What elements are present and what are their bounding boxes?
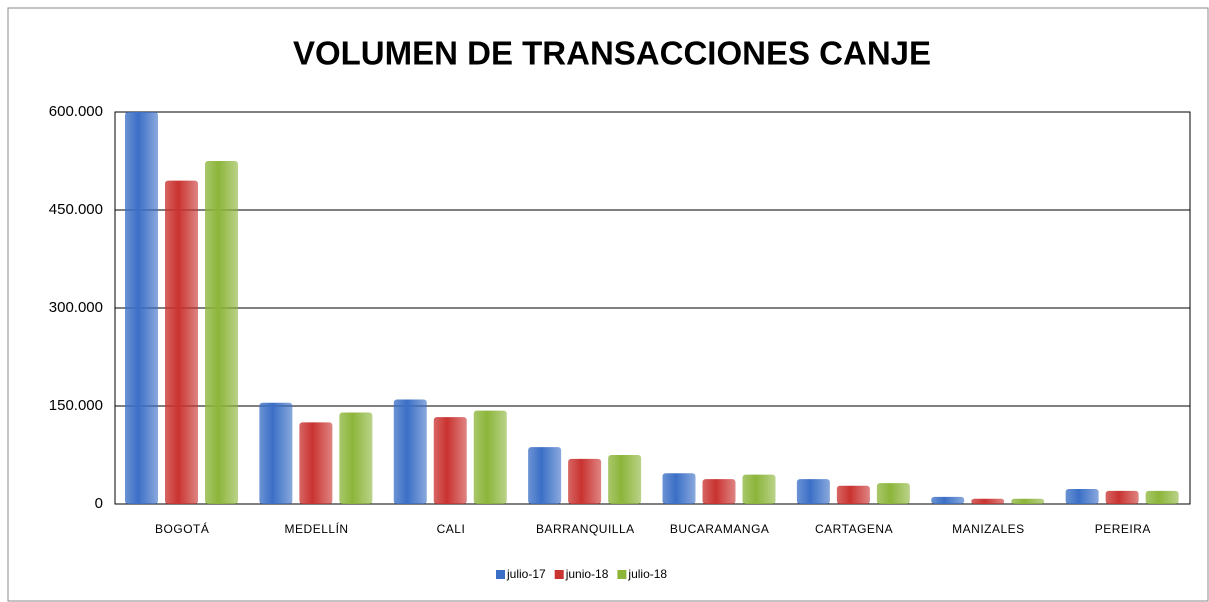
- x-tick-label: PEREIRA: [1095, 522, 1151, 536]
- x-tick-label: MANIZALES: [952, 522, 1025, 536]
- bar: [742, 474, 776, 504]
- y-tick-label: 600.000: [49, 103, 103, 120]
- x-tick-label: MEDELLÍN: [285, 521, 349, 536]
- legend-label: julio-18: [627, 567, 667, 581]
- bar: [259, 402, 293, 504]
- bar: [876, 483, 910, 504]
- x-tick-label: CARTAGENA: [815, 522, 893, 536]
- legend-swatch: [554, 570, 564, 579]
- bar: [1011, 498, 1045, 504]
- bar: [125, 112, 158, 504]
- x-tick-label: BARRANQUILLA: [536, 522, 635, 536]
- bar: [433, 417, 467, 504]
- bar: [662, 473, 696, 504]
- bar: [528, 447, 562, 504]
- legend-label: junio-18: [565, 567, 609, 581]
- bar: [608, 455, 642, 504]
- legend-label: julio-17: [506, 567, 546, 581]
- bar: [205, 161, 238, 504]
- y-tick-label: 450.000: [49, 201, 103, 218]
- bar: [971, 498, 1005, 504]
- bar: [836, 485, 870, 504]
- bar: [165, 180, 198, 504]
- bar: [931, 496, 965, 504]
- bar: [299, 422, 333, 504]
- x-tick-label: BUCARAMANGA: [670, 522, 770, 536]
- bar: [1065, 488, 1099, 504]
- y-tick-label: 0: [95, 495, 103, 512]
- x-tick-label: BOGOTÁ: [155, 521, 209, 536]
- y-tick-label: 300.000: [49, 299, 103, 316]
- bar: [339, 412, 373, 504]
- chart-title: VOLUMEN DE TRANSACCIONES CANJE: [293, 35, 931, 72]
- bar: [1145, 490, 1179, 504]
- x-tick-label: CALI: [437, 522, 466, 536]
- bar: [473, 410, 507, 504]
- legend-swatch: [617, 570, 627, 579]
- bar: [1105, 490, 1139, 504]
- bar: [393, 399, 427, 504]
- legend-swatch: [496, 570, 505, 579]
- y-tick-label: 150.000: [49, 397, 103, 414]
- bar: [796, 479, 830, 504]
- bar: [702, 479, 736, 504]
- bar: [568, 458, 602, 504]
